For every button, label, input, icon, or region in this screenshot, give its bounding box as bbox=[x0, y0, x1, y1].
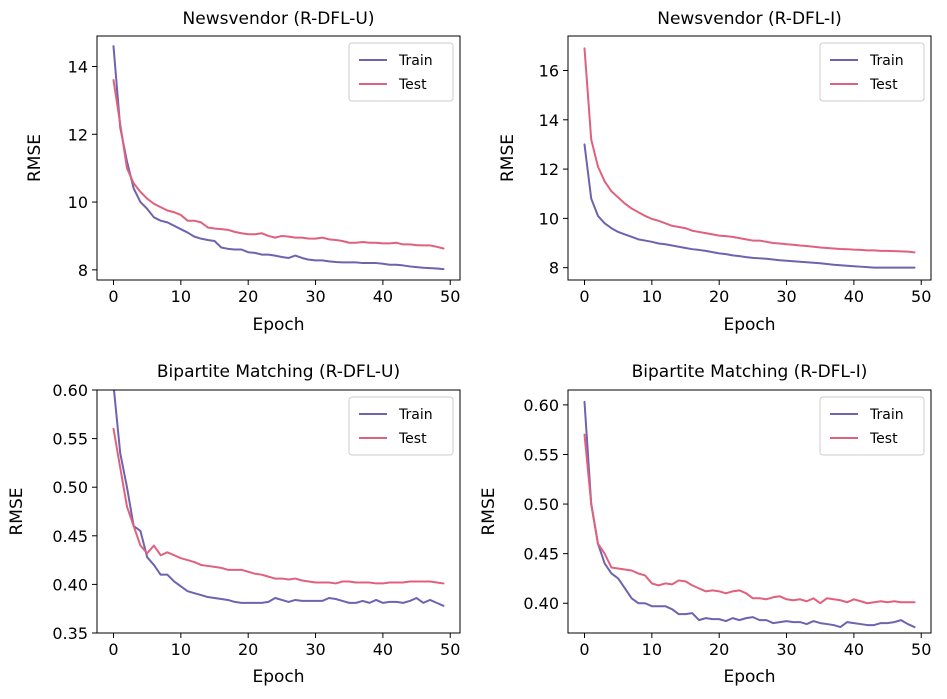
y-tick-label: 10 bbox=[68, 193, 88, 212]
y-tick-label: 0.60 bbox=[52, 381, 88, 400]
y-tick-label: 0.45 bbox=[52, 527, 88, 546]
x-tick-label: 10 bbox=[642, 287, 662, 306]
legend-label-train: Train bbox=[869, 407, 904, 423]
series-line-test bbox=[112, 427, 445, 585]
chart-panel-newsvendor-i: Newsvendor (R-DFL-I) 0 10 20 30 40 50 8 10 12 14 16… bbox=[498, 9, 932, 335]
series-line-test bbox=[583, 433, 916, 605]
x-tick-label: 50 bbox=[440, 287, 460, 306]
legend-label-test: Test bbox=[869, 77, 898, 93]
chart-panel-bipartite-i: Bipartite Matching (R-DFL-I) 0 10 20 30 40 50 0… bbox=[479, 362, 932, 687]
legend-label-train: Train bbox=[869, 53, 904, 69]
chart-title: Bipartite Matching (R-DFL-I) bbox=[632, 362, 868, 382]
legend-box bbox=[348, 396, 454, 456]
series-line-train bbox=[112, 45, 445, 271]
y-axis-label: RMSE bbox=[479, 487, 499, 535]
y-tick-label: 0.45 bbox=[523, 545, 559, 564]
y-tick-label: 0.55 bbox=[523, 445, 559, 464]
x-axis-label: Epoch bbox=[723, 667, 775, 687]
chart-panel-newsvendor-u: Newsvendor (R-DFL-U) 0 10 20 30 40 50 8 10 12 14 Ep… bbox=[25, 9, 461, 335]
series-group bbox=[112, 45, 445, 271]
y-tick-label: 16 bbox=[539, 62, 559, 81]
series-group bbox=[583, 400, 916, 629]
y-tick-label: 0.50 bbox=[52, 478, 88, 497]
legend: Train Test bbox=[819, 396, 925, 456]
plot-frame bbox=[96, 389, 461, 634]
x-tick-label: 40 bbox=[373, 287, 393, 306]
y-tick-label: 10 bbox=[539, 209, 559, 228]
x-tick-label: 50 bbox=[911, 287, 931, 306]
legend-label-test: Test bbox=[398, 77, 427, 93]
series-line-test bbox=[112, 79, 445, 250]
x-tick-label: 0 bbox=[108, 640, 118, 659]
y-axis-label: RMSE bbox=[498, 134, 518, 182]
x-tick-label: 50 bbox=[911, 640, 931, 659]
x-tick-label: 20 bbox=[238, 287, 258, 306]
plot-frame bbox=[96, 35, 461, 281]
x-tick-label: 40 bbox=[844, 287, 864, 306]
y-tick-label: 12 bbox=[539, 160, 559, 179]
y-tick-label: 0.55 bbox=[52, 430, 88, 449]
x-tick-label: 0 bbox=[579, 287, 589, 306]
plot-frame bbox=[567, 389, 932, 634]
series-line-train bbox=[583, 400, 916, 629]
y-tick-label: 8 bbox=[78, 261, 88, 280]
x-tick-label: 20 bbox=[709, 287, 729, 306]
y-tick-label: 12 bbox=[68, 125, 88, 144]
series-group bbox=[112, 390, 445, 607]
x-axis-label: Epoch bbox=[252, 315, 304, 335]
chart-title: Bipartite Matching (R-DFL-U) bbox=[157, 362, 400, 382]
legend-box bbox=[348, 42, 454, 102]
x-tick-label: 20 bbox=[238, 640, 258, 659]
series-line-test bbox=[583, 47, 916, 254]
y-tick-label: 0.40 bbox=[52, 575, 88, 594]
series-line-train bbox=[112, 390, 445, 607]
legend-label-test: Test bbox=[398, 431, 427, 447]
y-tick-label: 14 bbox=[539, 111, 559, 130]
y-tick-label: 0.35 bbox=[52, 624, 88, 643]
x-tick-label: 30 bbox=[305, 287, 325, 306]
x-tick-label: 0 bbox=[579, 640, 589, 659]
y-tick-label: 8 bbox=[549, 259, 559, 278]
x-tick-label: 40 bbox=[373, 640, 393, 659]
y-tick-label: 14 bbox=[68, 58, 88, 77]
y-tick-label: 0.50 bbox=[523, 495, 559, 514]
legend-label-train: Train bbox=[398, 53, 433, 69]
x-tick-label: 10 bbox=[171, 287, 191, 306]
y-axis-label: RMSE bbox=[25, 134, 45, 182]
legend: Train Test bbox=[819, 42, 925, 102]
legend-box bbox=[819, 396, 925, 456]
x-tick-label: 30 bbox=[776, 640, 796, 659]
x-tick-label: 0 bbox=[108, 287, 118, 306]
x-axis-label: Epoch bbox=[723, 315, 775, 335]
chart-title: Newsvendor (R-DFL-U) bbox=[183, 9, 375, 29]
plot-frame bbox=[567, 35, 932, 281]
x-tick-label: 30 bbox=[776, 287, 796, 306]
legend: Train Test bbox=[348, 42, 454, 102]
y-tick-label: 0.60 bbox=[523, 396, 559, 415]
series-group bbox=[583, 47, 916, 269]
x-axis-label: Epoch bbox=[252, 667, 304, 687]
x-tick-label: 10 bbox=[171, 640, 191, 659]
series-line-train bbox=[583, 143, 916, 269]
x-tick-label: 20 bbox=[709, 640, 729, 659]
legend-box bbox=[819, 42, 925, 102]
x-tick-label: 30 bbox=[305, 640, 325, 659]
chart-panel-bipartite-u: Bipartite Matching (R-DFL-U) 0 10 20 30 40 50 0… bbox=[7, 362, 461, 687]
y-axis-label: RMSE bbox=[7, 487, 27, 535]
legend-label-test: Test bbox=[869, 431, 898, 447]
x-tick-label: 50 bbox=[440, 640, 460, 659]
chart-title: Newsvendor (R-DFL-I) bbox=[657, 9, 842, 29]
x-tick-label: 40 bbox=[844, 640, 864, 659]
x-tick-label: 10 bbox=[642, 640, 662, 659]
legend: Train Test bbox=[348, 396, 454, 456]
legend-label-train: Train bbox=[398, 407, 433, 423]
y-tick-label: 0.40 bbox=[523, 594, 559, 613]
